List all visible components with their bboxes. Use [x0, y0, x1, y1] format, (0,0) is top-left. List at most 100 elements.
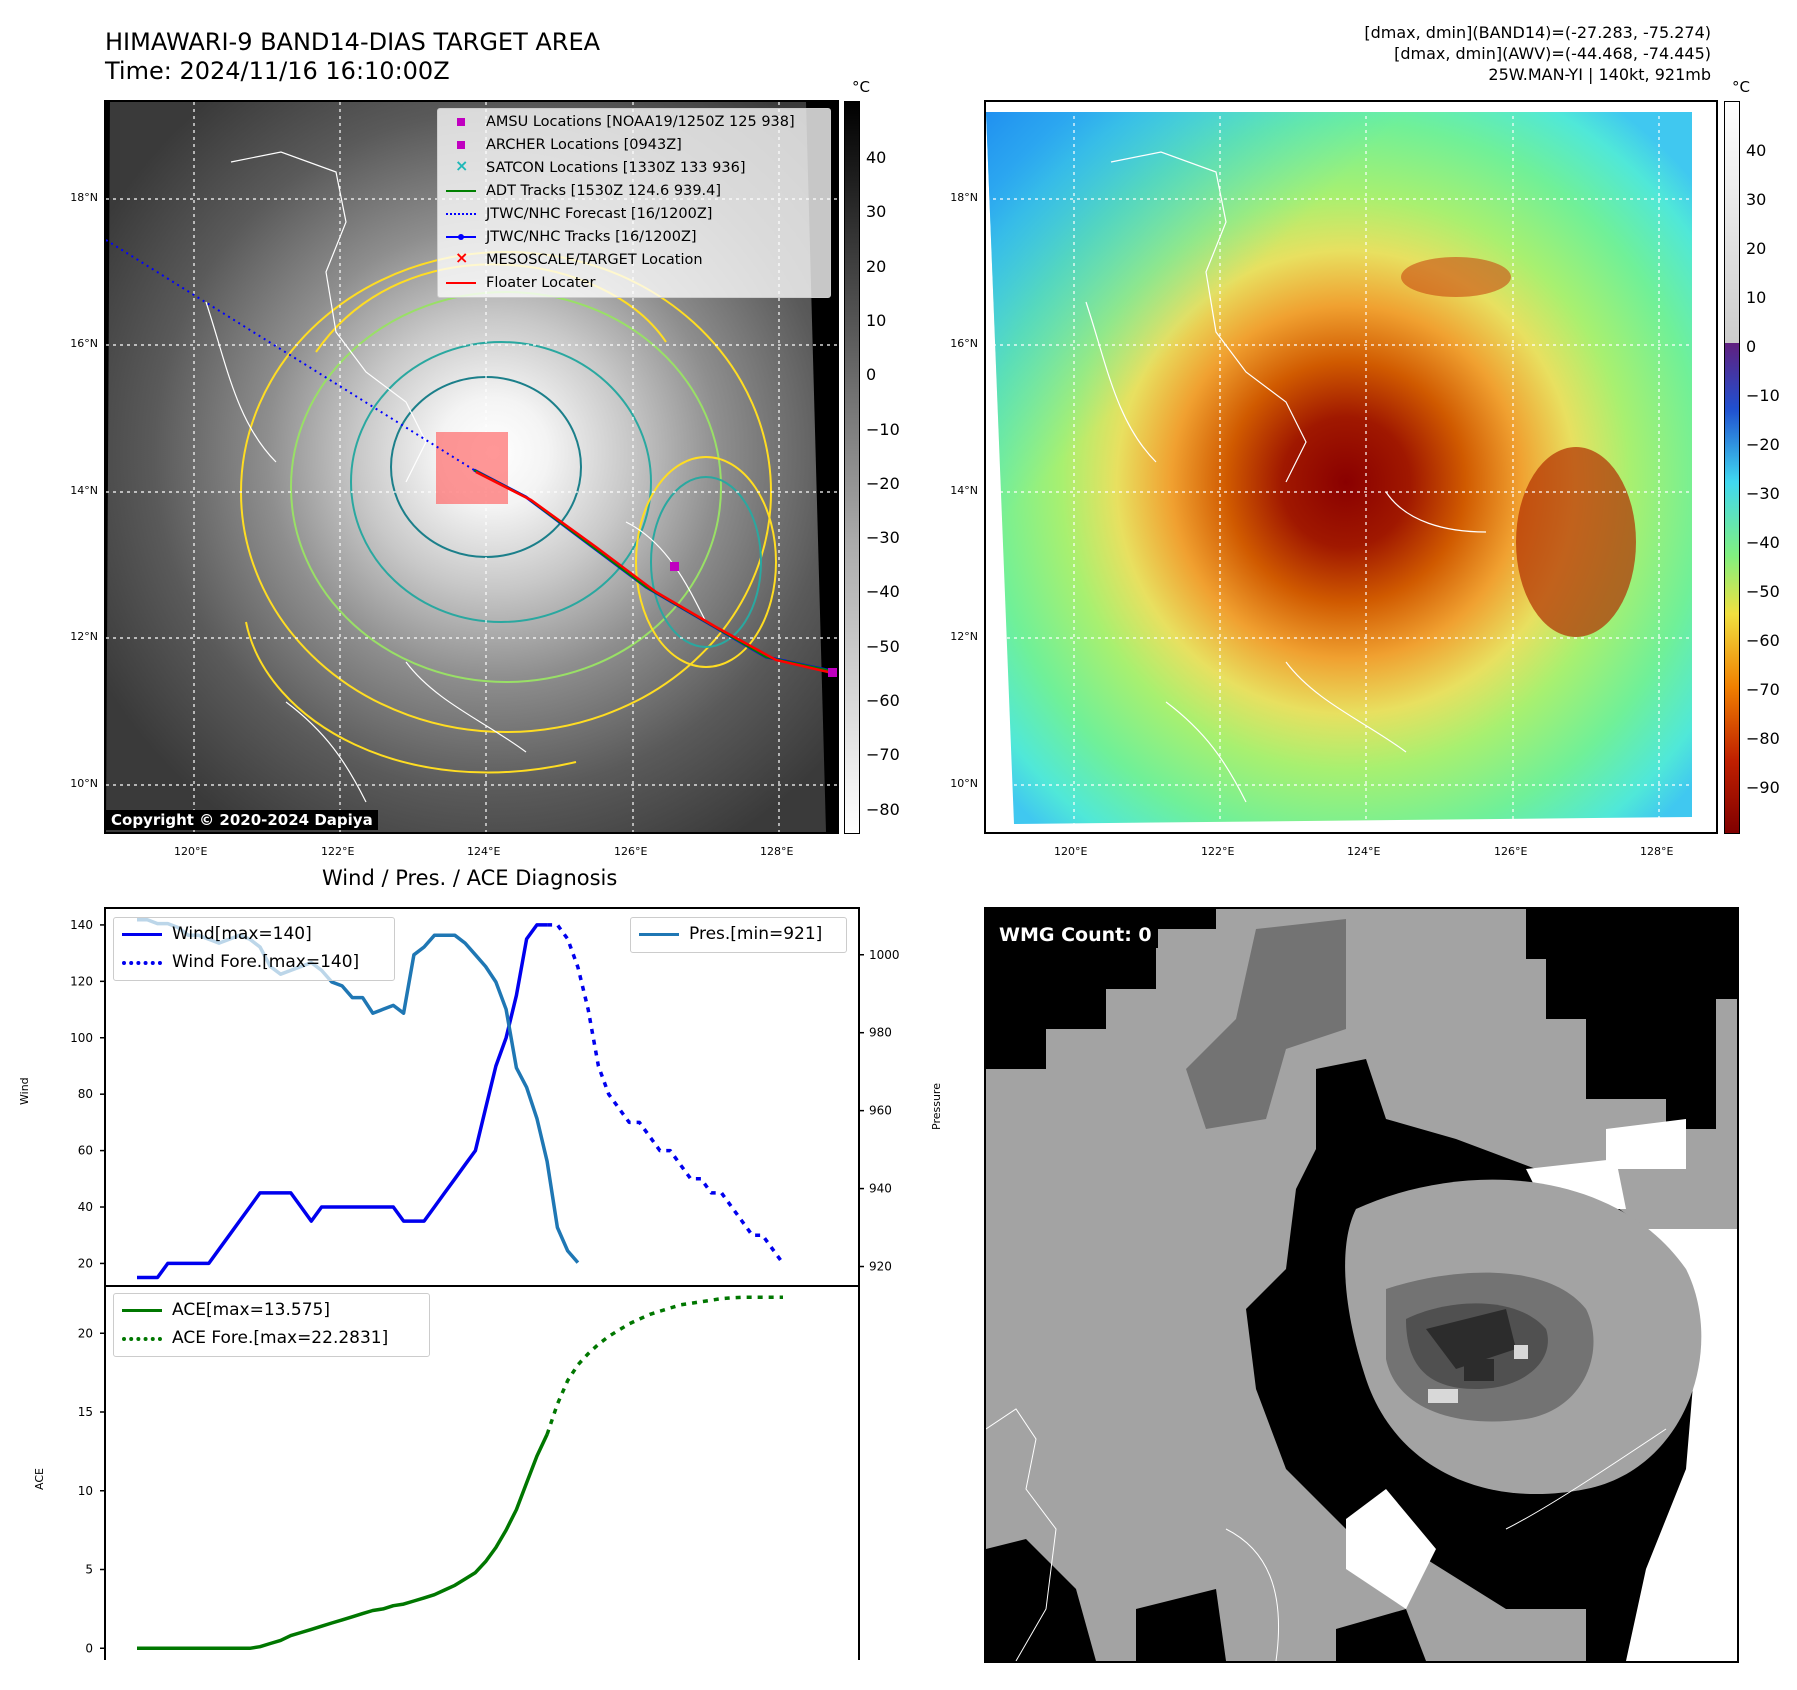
colorbar-tick-label: −20	[866, 473, 900, 493]
ace-tick-label: 5	[85, 1563, 93, 1577]
wind-legend: Wind[max=140] Wind Fore.[max=140]	[113, 917, 395, 981]
colorbar-tick-label: −80	[1746, 729, 1780, 748]
wind-tick-label: 20	[78, 1256, 93, 1270]
square-marker-icon	[446, 135, 476, 155]
wind-tick-label: 80	[78, 1087, 93, 1101]
solid-line-icon	[122, 924, 162, 944]
colorbar-tick-label: 0	[1746, 337, 1757, 356]
legend-entry-satcon: × SATCON Locations [1330Z 133 936]	[446, 156, 745, 178]
dotted-line-icon	[446, 204, 476, 224]
meta-storm-info: 25W.MAN-YI | 140kt, 921mb	[1488, 65, 1711, 84]
wind-tick-label: 140	[70, 918, 93, 932]
pressure-tick-label: 920	[869, 1260, 892, 1274]
pressure-tick-label: 960	[869, 1104, 892, 1118]
pressure-tick-label: 1000	[869, 948, 900, 962]
wind-tick-label: 60	[78, 1144, 93, 1158]
colorbar-tick-label: −70	[1746, 680, 1780, 699]
solid-line-icon	[639, 924, 679, 944]
legend-entry-jtwc-forecast: JTWC/NHC Forecast [16/1200Z]	[446, 204, 712, 224]
line-dot-icon	[446, 227, 476, 247]
dotted-line-icon	[122, 1328, 162, 1348]
ace-tick-label: 20	[78, 1326, 93, 1340]
ir-colorbar	[844, 101, 860, 834]
colorbar-tick-label: 0	[866, 365, 877, 385]
legend-entry-archer: ARCHER Locations [0943Z]	[446, 135, 682, 155]
legend-entry-amsu: AMSU Locations [NOAA19/1250Z 125 938]	[446, 112, 795, 132]
awv-imagery	[986, 102, 1716, 832]
awv-colorbar	[1724, 101, 1740, 834]
meta-band14-range: [dmax, dmin](BAND14)=(-27.283, -75.274)	[1364, 23, 1711, 42]
legend-entry-floater: Floater Locater	[446, 273, 595, 293]
figure-title: HIMAWARI-9 BAND14-DIAS TARGET AREA	[105, 28, 601, 56]
square-marker-icon	[446, 112, 476, 132]
pressure-legend: Pres.[min=921]	[630, 917, 847, 953]
ace-forecast-series-line	[545, 1295, 783, 1435]
wind-series-line	[137, 923, 548, 1280]
wmg-count-label: WMG Count: 0	[993, 922, 1158, 948]
legend-entry-pressure: Pres.[min=921]	[639, 924, 822, 944]
colorbar-tick-label: 20	[1746, 239, 1767, 258]
pressure-axis-label: Pressure	[930, 1083, 943, 1130]
legend-entry-mesoscale: × MESOSCALE/TARGET Location	[446, 248, 703, 270]
colorbar-tick-label: −80	[866, 799, 900, 819]
ace-axes-frame	[104, 1285, 860, 1660]
wind-tick-label: 40	[78, 1200, 93, 1214]
x-marker-icon: ×	[455, 248, 469, 267]
awv-colorbar-unit: °C	[1732, 78, 1750, 96]
ace-legend: ACE[max=13.575] ACE Fore.[max=22.2831]	[113, 1293, 430, 1357]
wmg-imagery	[986, 909, 1737, 1661]
colorbar-tick-label: 30	[866, 202, 887, 222]
colorbar-tick-label: −20	[1746, 435, 1780, 454]
ir-legend: AMSU Locations [NOAA19/1250Z 125 938] AR…	[437, 108, 831, 298]
colorbar-tick-label: −10	[1746, 386, 1780, 405]
colorbar-tick-label: −30	[1746, 484, 1780, 503]
ace-tick-label: 15	[78, 1405, 93, 1419]
colorbar-tick-label: −60	[1746, 631, 1780, 650]
colorbar-tick-label: 40	[1746, 141, 1767, 160]
legend-entry-wind-forecast: Wind Fore.[max=140]	[122, 952, 359, 972]
colorbar-tick-label: 30	[1746, 190, 1767, 209]
colorbar-tick-label: −90	[1746, 778, 1780, 797]
wind-tick-label: 100	[70, 1031, 93, 1045]
colorbar-tick-label: −30	[866, 528, 900, 548]
legend-entry-jtwc-tracks: JTWC/NHC Tracks [16/1200Z]	[446, 227, 697, 247]
wind-axis-label: Wind	[18, 1077, 31, 1105]
solid-line-icon	[446, 273, 476, 293]
figure-time: Time: 2024/11/16 16:10:00Z	[105, 57, 450, 85]
solid-line-icon	[122, 1300, 162, 1320]
colorbar-tick-label: −40	[866, 582, 900, 602]
diagnosis-title: Wind / Pres. / ACE Diagnosis	[322, 866, 618, 890]
legend-entry-wind: Wind[max=140]	[122, 924, 312, 944]
pressure-tick-label: 980	[869, 1026, 892, 1040]
ir-colorbar-unit: °C	[852, 78, 870, 96]
dotted-line-icon	[122, 952, 162, 972]
colorbar-tick-label: −50	[866, 636, 900, 656]
colorbar-tick-label: −70	[866, 745, 900, 765]
ace-tick-label: 10	[78, 1484, 93, 1498]
colorbar-tick-label: −10	[866, 419, 900, 439]
ace-tick-label: 0	[85, 1641, 93, 1655]
legend-entry-adt: ADT Tracks [1530Z 124.6 939.4]	[446, 181, 721, 201]
solid-line-icon	[446, 181, 476, 201]
ace-axes: 0 5 10 15 20	[78, 1285, 860, 1660]
ace-series-line	[137, 1433, 549, 1651]
wind-forecast-series-line	[547, 923, 785, 1265]
legend-entry-ace: ACE[max=13.575]	[122, 1300, 330, 1320]
colorbar-tick-label: −40	[1746, 533, 1780, 552]
colorbar-tick-label: 40	[866, 148, 887, 167]
legend-entry-ace-forecast: ACE Fore.[max=22.2831]	[122, 1328, 388, 1348]
colorbar-tick-label: −50	[1746, 582, 1780, 601]
colorbar-tick-label: 10	[1746, 288, 1767, 307]
colorbar-tick-label: −60	[866, 691, 900, 710]
awv-map-panel	[984, 100, 1718, 834]
ace-axis-label: ACE	[33, 1468, 46, 1490]
meta-awv-range: [dmax, dmin](AWV)=(-44.468, -74.445)	[1394, 44, 1711, 63]
x-marker-icon: ×	[455, 156, 469, 175]
colorbar-tick-label: 20	[866, 256, 887, 276]
copyright-notice: Copyright © 2020-2024 Dapiya	[106, 810, 378, 830]
pressure-tick-label: 940	[869, 1182, 892, 1196]
diagnosis-chart: 20 40 60 80 100 120 140 920 940 960 980 1000 0 5 10 15…	[70, 907, 900, 1660]
wmg-panel	[984, 907, 1739, 1663]
wind-tick-label: 120	[70, 974, 93, 988]
colorbar-tick-label: 10	[866, 310, 887, 330]
